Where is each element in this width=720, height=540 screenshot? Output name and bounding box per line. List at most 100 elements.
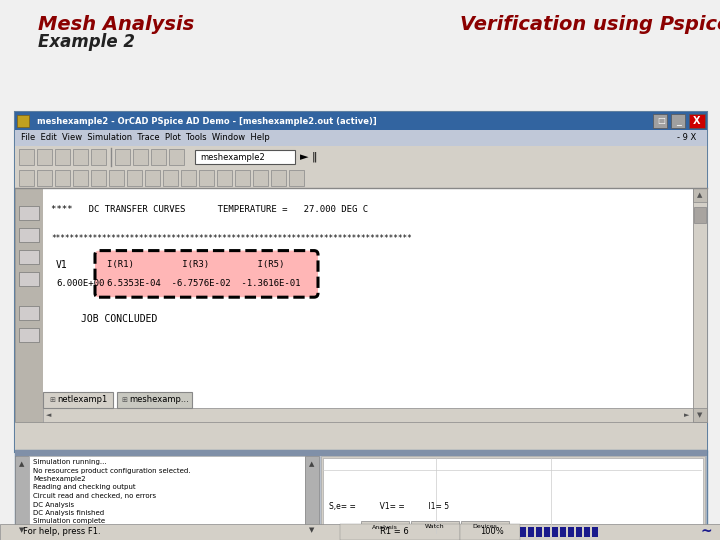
Bar [163, 170, 178, 186]
Text: ▲: ▲ [310, 461, 315, 467]
Text: ▼: ▼ [19, 527, 24, 533]
Text: File  Edit  View  Simulation  Trace  Plot  Tools  Window  Help: File Edit View Simulation Trace Plot Too… [21, 133, 270, 143]
Bar [19, 228, 39, 242]
Text: □: □ [657, 117, 665, 125]
Text: ▲: ▲ [19, 461, 24, 467]
Bar [73, 170, 88, 186]
Text: ▲: ▲ [697, 192, 703, 198]
Bar [305, 456, 319, 535]
Bar [15, 450, 707, 535]
Bar [460, 524, 520, 540]
Text: JOB CONCLUDED: JOB CONCLUDED [81, 314, 158, 324]
Bar [91, 149, 106, 165]
Bar [693, 408, 707, 422]
Bar [37, 170, 52, 186]
Text: ⊞: ⊞ [121, 397, 127, 403]
Text: ⊞: ⊞ [49, 397, 55, 403]
Bar [271, 170, 286, 186]
Bar [91, 170, 106, 186]
Bar [55, 149, 70, 165]
Bar [109, 170, 124, 186]
Bar [584, 527, 590, 537]
Text: Reading and checking output: Reading and checking output [33, 484, 135, 490]
Bar [43, 188, 693, 422]
Bar [181, 170, 196, 186]
Bar [15, 112, 707, 452]
Text: ► ‖: ► ‖ [300, 152, 318, 162]
Bar [544, 527, 550, 537]
Bar [19, 328, 39, 342]
Bar [15, 130, 707, 452]
Bar [552, 527, 558, 537]
Bar [19, 250, 39, 264]
Bar [127, 170, 142, 186]
Bar [217, 170, 232, 186]
Bar [576, 527, 582, 537]
Bar [15, 146, 707, 168]
Text: Analysis: Analysis [372, 524, 398, 530]
Text: meshexamp...: meshexamp... [129, 395, 189, 404]
Text: For help, press F1.: For help, press F1. [23, 528, 101, 537]
Bar [15, 456, 29, 535]
Bar [693, 188, 707, 422]
Bar [0, 524, 720, 540]
Text: S,e= =          V1= =          I1= 5: S,e= = V1= = I1= 5 [329, 503, 449, 511]
Text: Watch: Watch [426, 524, 445, 530]
Bar [15, 168, 707, 188]
Text: V1: V1 [56, 260, 68, 269]
FancyBboxPatch shape [95, 251, 318, 297]
Bar [536, 527, 542, 537]
Bar [235, 170, 250, 186]
Bar [195, 150, 295, 164]
Bar [43, 392, 113, 408]
Bar [528, 527, 534, 537]
Bar [199, 170, 214, 186]
Text: ▼: ▼ [310, 527, 315, 533]
Bar [520, 527, 526, 537]
Text: 6.000E+00: 6.000E+00 [56, 279, 104, 288]
Text: 6.5353E-04  -6.7576E-02  -1.3616E-01: 6.5353E-04 -6.7576E-02 -1.3616E-01 [107, 279, 300, 288]
Text: _: _ [677, 116, 681, 126]
Bar [323, 458, 703, 533]
Text: ▼: ▼ [697, 412, 703, 418]
Text: - 9 X: - 9 X [677, 133, 696, 143]
Bar [592, 527, 598, 537]
Bar [15, 130, 707, 146]
Bar [15, 450, 707, 456]
Text: Simulation complete: Simulation complete [33, 518, 105, 524]
Bar [117, 392, 192, 408]
Bar [115, 149, 130, 165]
Bar [321, 456, 705, 535]
Text: Mesh Analysis: Mesh Analysis [38, 15, 194, 33]
Bar [19, 149, 34, 165]
Text: I(R1)         I(R3)         I(R5): I(R1) I(R3) I(R5) [107, 260, 284, 269]
Text: netlexamp1: netlexamp1 [57, 395, 107, 404]
Text: Meshexample2: Meshexample2 [33, 476, 86, 482]
Bar [133, 149, 148, 165]
Bar [169, 149, 184, 165]
Bar [361, 521, 409, 533]
Text: R1 = 6: R1 = 6 [380, 528, 409, 537]
Bar [37, 149, 52, 165]
Bar [653, 114, 667, 128]
Text: 100%: 100% [480, 528, 504, 537]
Text: meshexample2 - OrCAD PSpice AD Demo - [meshexample2.out (active)]: meshexample2 - OrCAD PSpice AD Demo - [m… [37, 117, 377, 125]
Bar [693, 188, 707, 202]
Text: ~: ~ [700, 525, 712, 539]
Text: DC Analysis finished: DC Analysis finished [33, 510, 104, 516]
Bar [671, 114, 685, 128]
Bar [43, 408, 693, 422]
Bar [253, 170, 268, 186]
Bar [689, 114, 705, 128]
Bar [145, 170, 160, 186]
Bar [19, 306, 39, 320]
Bar [560, 527, 566, 537]
Text: ****   DC TRANSFER CURVES      TEMPERATURE =   27.000 DEG C: **** DC TRANSFER CURVES TEMPERATURE = 27… [51, 206, 368, 214]
Text: DC Analysis: DC Analysis [33, 502, 74, 508]
Bar [73, 149, 88, 165]
Bar [289, 170, 304, 186]
Text: Devices: Devices [472, 524, 498, 530]
Text: Verification using Pspice: Verification using Pspice [460, 15, 720, 33]
Bar [151, 149, 166, 165]
Bar [15, 112, 707, 130]
